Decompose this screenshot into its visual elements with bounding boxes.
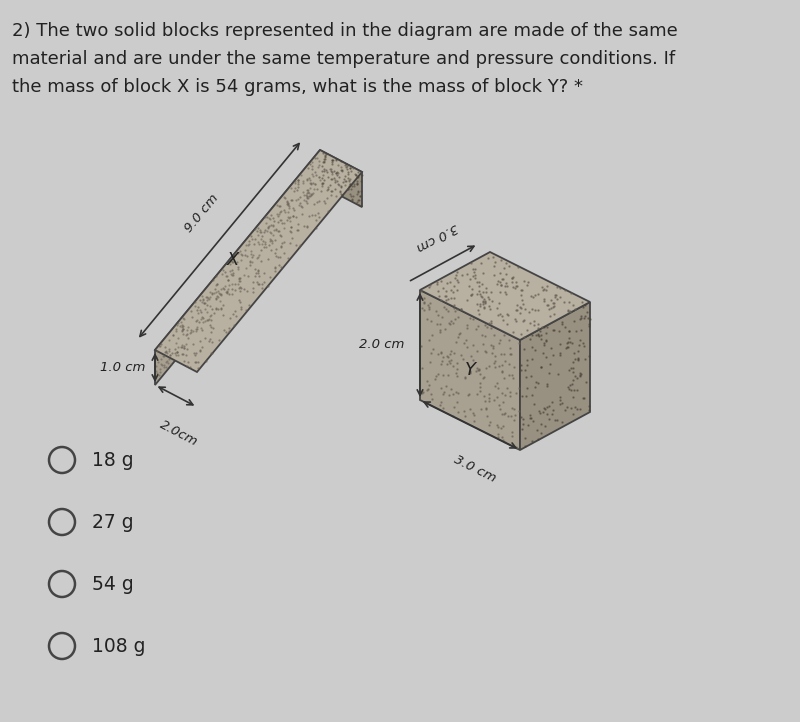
Text: 2) The two solid blocks represented in the diagram are made of the same: 2) The two solid blocks represented in t… [12, 22, 678, 40]
Text: 2.0 cm: 2.0 cm [359, 339, 405, 352]
Text: 1.0 cm: 1.0 cm [100, 361, 146, 374]
Text: 18 g: 18 g [92, 451, 134, 469]
Text: X: X [226, 251, 238, 269]
Polygon shape [420, 290, 520, 450]
Text: Y: Y [465, 361, 475, 379]
Text: 3.0 cm: 3.0 cm [452, 453, 498, 485]
Text: 9.0 cm: 9.0 cm [182, 192, 221, 235]
Polygon shape [420, 252, 590, 340]
Polygon shape [155, 150, 320, 385]
Text: the mass of block X is 54 grams, what is the mass of block Y? *: the mass of block X is 54 grams, what is… [12, 78, 583, 96]
Text: 3.0 cm: 3.0 cm [414, 220, 460, 253]
Text: 2.0cm: 2.0cm [158, 418, 200, 448]
Text: 27 g: 27 g [92, 513, 134, 531]
Text: material and are under the same temperature and pressure conditions. If: material and are under the same temperat… [12, 50, 675, 68]
Polygon shape [155, 150, 362, 372]
Polygon shape [520, 302, 590, 450]
Text: 54 g: 54 g [92, 575, 134, 593]
Polygon shape [320, 150, 362, 207]
Text: 108 g: 108 g [92, 637, 146, 656]
